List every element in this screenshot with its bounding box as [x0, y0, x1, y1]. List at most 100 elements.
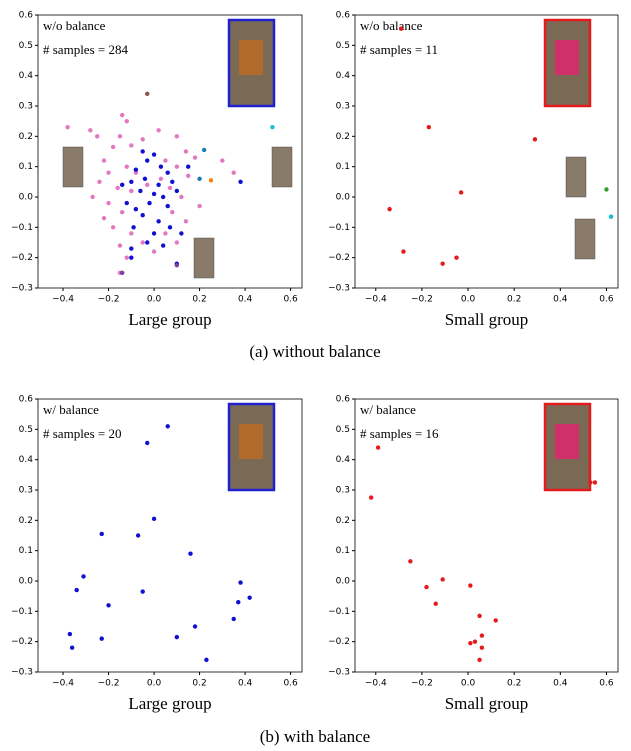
point	[117, 243, 123, 248]
x-tick-label: −0.2	[98, 295, 120, 305]
point	[204, 657, 209, 663]
point	[120, 112, 125, 118]
point	[145, 182, 150, 188]
axes-frame	[354, 14, 619, 289]
point	[197, 203, 202, 209]
point	[167, 225, 173, 230]
point	[186, 173, 191, 178]
point	[440, 577, 445, 582]
point	[165, 203, 170, 209]
point	[156, 182, 161, 188]
x-tick-label: −0.4	[52, 295, 74, 305]
x-tick-label: 0.6	[599, 679, 614, 689]
point	[140, 240, 145, 245]
point	[167, 185, 173, 191]
x-tick-label: −0.2	[411, 295, 433, 305]
point	[151, 231, 157, 236]
point	[129, 246, 134, 251]
point	[156, 219, 161, 224]
x-tick-label: 0.6	[283, 295, 298, 305]
y-tick-label: 0.4	[19, 455, 34, 465]
point	[145, 158, 150, 163]
point	[368, 495, 374, 500]
point	[147, 200, 152, 206]
point	[120, 182, 125, 188]
point	[433, 601, 438, 606]
point	[124, 255, 129, 260]
y-tick-label: −0.2	[11, 253, 33, 263]
point	[99, 531, 104, 537]
y-tick-label: −0.2	[11, 637, 33, 647]
x-axis-label: Large group	[128, 310, 211, 329]
point	[201, 147, 207, 153]
caption: (b) with balance	[260, 727, 370, 746]
axes-frame	[354, 398, 619, 673]
annotation: w/ balance	[43, 402, 99, 417]
point	[120, 209, 125, 215]
point	[129, 231, 134, 236]
point	[129, 179, 134, 185]
thumbnail	[193, 237, 215, 279]
x-tick-label: 0.2	[192, 295, 206, 305]
point	[133, 206, 139, 212]
y-tick-label: 0.5	[19, 425, 33, 435]
y-tick-label: 0.1	[19, 162, 33, 172]
point	[140, 149, 145, 154]
annotation: w/ balance	[360, 402, 416, 417]
point	[158, 164, 164, 169]
point	[208, 178, 214, 183]
point	[179, 194, 184, 200]
thumbnail	[574, 218, 596, 260]
point	[270, 125, 275, 130]
point	[129, 255, 134, 260]
y-tick-label: −0.2	[328, 253, 350, 263]
point	[133, 170, 139, 175]
y-tick-label: 0.5	[19, 41, 33, 51]
point	[69, 645, 75, 650]
x-tick-label: −0.4	[52, 679, 74, 689]
point	[183, 219, 189, 224]
point	[186, 164, 191, 169]
point	[231, 170, 236, 175]
point	[94, 134, 100, 139]
point	[398, 26, 404, 31]
annotation: # samples = 11	[360, 42, 438, 57]
annotation: # samples = 20	[43, 426, 121, 441]
point	[401, 249, 406, 254]
y-tick-label: 0.2	[19, 132, 33, 142]
point	[220, 158, 225, 163]
point	[160, 194, 166, 200]
point	[192, 155, 198, 160]
y-tick-label: 0.4	[19, 71, 34, 81]
x-tick-label: 0.4	[238, 295, 253, 305]
point	[163, 231, 168, 236]
y-tick-label: 0.3	[19, 486, 33, 496]
y-tick-label: −0.1	[328, 607, 350, 617]
x-tick-label: −0.4	[365, 295, 387, 305]
point	[188, 551, 193, 556]
point	[174, 164, 180, 169]
point	[479, 645, 485, 650]
annotation: # samples = 284	[43, 42, 128, 57]
query-image-body	[239, 40, 263, 75]
point	[124, 118, 129, 124]
query-image-body	[239, 424, 263, 459]
point	[88, 128, 93, 133]
y-tick-label: 0.4	[336, 455, 351, 465]
caption: (a) without balance	[249, 342, 380, 361]
thumbnail	[565, 156, 587, 198]
point	[140, 213, 145, 218]
point	[160, 243, 166, 248]
point	[65, 125, 70, 130]
x-tick-label: 0.0	[147, 679, 162, 689]
point	[532, 137, 538, 142]
axes-frame	[37, 398, 303, 673]
point	[604, 187, 609, 192]
x-tick-label: 0.4	[238, 679, 253, 689]
point	[458, 190, 464, 195]
point	[236, 600, 241, 605]
x-tick-label: 0.2	[507, 679, 521, 689]
point	[131, 225, 136, 230]
point	[197, 176, 202, 181]
y-tick-label: 0.3	[336, 486, 350, 496]
